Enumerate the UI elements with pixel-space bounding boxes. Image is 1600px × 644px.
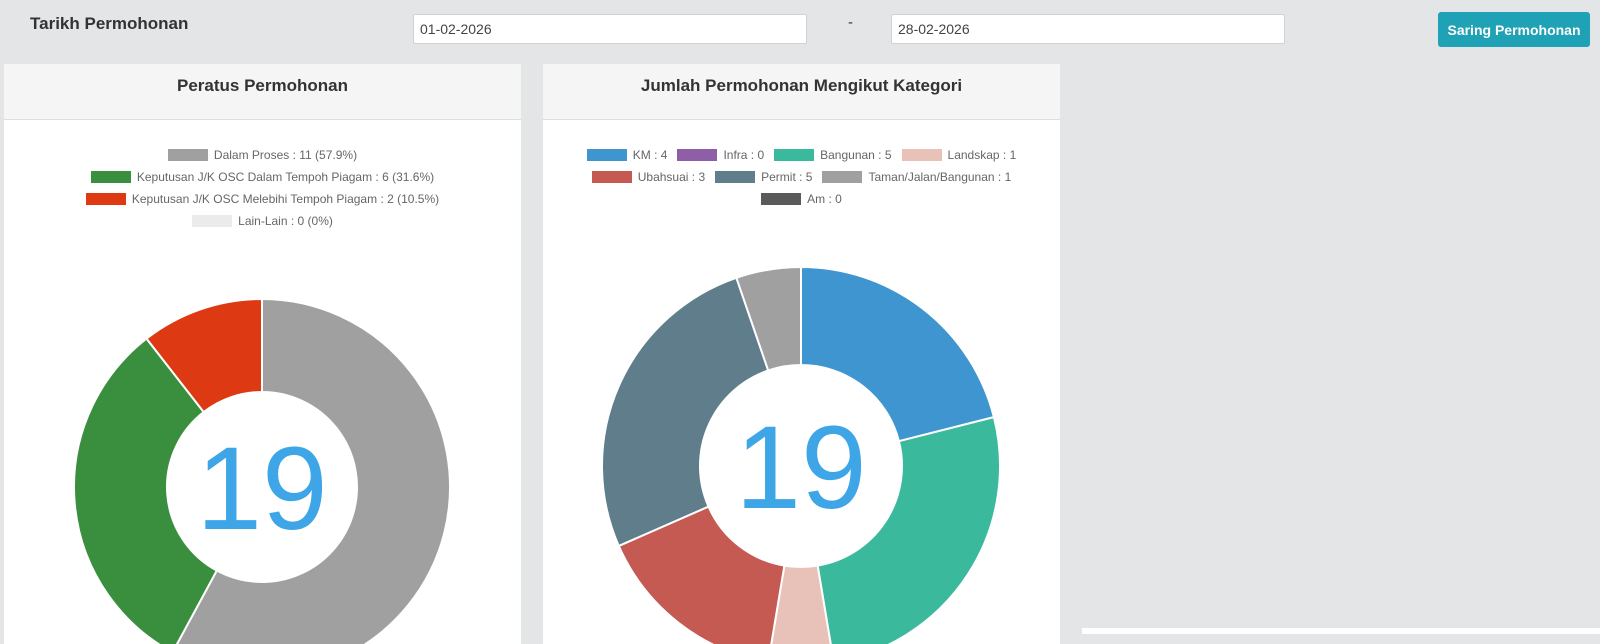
date-from-input[interactable] [413, 14, 807, 44]
legend-swatch [591, 171, 632, 183]
legend-item[interactable]: Bangunan : 5 [774, 148, 892, 162]
legend-swatch [677, 149, 718, 161]
legend-label: Permit : 5 [761, 170, 813, 184]
legend-label: Bangunan : 5 [820, 148, 892, 162]
legend-swatch [192, 215, 233, 227]
percentage-legend: Dalam Proses : 11 (57.9%) Keputusan J/K O… [4, 144, 521, 232]
donut-slice[interactable] [735, 265, 802, 372]
legend-swatch [761, 193, 802, 205]
legend-row: Ubahsuai : 3 Permit : 5 Taman/Jalan/Bangun… [543, 166, 1060, 188]
percentage-panel: Peratus Permohonan Dalam Proses : 11 (57… [4, 64, 521, 644]
legend-swatch [774, 149, 815, 161]
legend-item[interactable]: Taman/Jalan/Bangunan : 1 [822, 170, 1011, 184]
filter-applications-button[interactable]: Saring Permohonan [1438, 12, 1590, 47]
donut-center-total: 19 [196, 423, 327, 555]
legend-label: Landskap : 1 [947, 148, 1017, 162]
donut-slice[interactable] [768, 564, 834, 644]
donut-slice[interactable] [800, 265, 996, 443]
legend-row: Dalam Proses : 11 (57.9%) [4, 144, 521, 166]
legend-label: Am : 0 [807, 192, 842, 206]
legend-item[interactable]: Lain-Lain : 0 (0%) [192, 214, 333, 228]
legend-item[interactable]: Dalam Proses : 11 (57.9%) [167, 148, 358, 162]
legend-row: Am : 0 [543, 188, 1060, 210]
filter-bar: Tarikh Permohonan - Saring Permohonan [0, 0, 1600, 58]
percentage-panel-title: Peratus Permohonan [4, 64, 521, 120]
legend-row: KM : 4 Infra : 0 Bangunan : 5 Landskap : 1 [543, 144, 1060, 166]
category-panel: Jumlah Permohonan Mengikut Kategori KM :… [543, 64, 1060, 644]
legend-item[interactable]: KM : 4 [586, 148, 668, 162]
legend-item[interactable]: Permit : 5 [715, 170, 812, 184]
legend-item[interactable]: Keputusan J/K OSC Melebihi Tempoh Piagam… [85, 192, 440, 206]
legend-label: Ubahsuai : 3 [637, 170, 706, 184]
donut-slice[interactable] [617, 505, 786, 644]
legend-label: Infra : 0 [723, 148, 765, 162]
legend-row: Keputusan J/K OSC Dalam Tempoh Piagam : … [4, 166, 521, 188]
empty-panel-edge [1082, 628, 1600, 634]
category-legend: KM : 4 Infra : 0 Bangunan : 5 Landskap : 1 U… [543, 144, 1060, 210]
legend-item[interactable]: Keputusan J/K OSC Dalam Tempoh Piagam : … [90, 170, 435, 184]
legend-swatch [822, 171, 863, 183]
donut-slice[interactable] [816, 415, 1001, 644]
donut-slice[interactable] [145, 297, 263, 414]
date-separator: - [848, 14, 853, 31]
legend-item[interactable]: Infra : 0 [677, 148, 764, 162]
legend-item[interactable]: Landskap : 1 [901, 148, 1017, 162]
legend-label: Keputusan J/K OSC Dalam Tempoh Piagam : … [136, 170, 435, 184]
legend-item[interactable]: Am : 0 [761, 192, 842, 206]
category-donut-chart: 19 [601, 265, 1001, 644]
legend-swatch [715, 171, 756, 183]
legend-label: Taman/Jalan/Bangunan : 1 [868, 170, 1012, 184]
category-panel-title: Jumlah Permohonan Mengikut Kategori [543, 64, 1060, 120]
legend-row: Lain-Lain : 0 (0%) [4, 210, 521, 232]
legend-label: KM : 4 [632, 148, 668, 162]
donut-slice[interactable] [601, 276, 770, 548]
legend-swatch [85, 193, 126, 205]
legend-item[interactable]: Ubahsuai : 3 [591, 170, 706, 184]
donut-slice[interactable] [73, 337, 219, 644]
legend-label: Lain-Lain : 0 (0%) [238, 214, 333, 228]
legend-swatch [586, 149, 627, 161]
legend-swatch [167, 149, 208, 161]
date-filter-label: Tarikh Permohonan [30, 14, 189, 33]
date-to-input[interactable] [891, 14, 1285, 44]
donut-slice[interactable] [173, 297, 451, 644]
percentage-donut-chart: 19 [73, 297, 451, 644]
legend-label: Keputusan J/K OSC Melebihi Tempoh Piagam… [131, 192, 440, 206]
donut-center-total: 19 [735, 402, 866, 534]
legend-row: Keputusan J/K OSC Melebihi Tempoh Piagam… [4, 188, 521, 210]
legend-swatch [90, 171, 131, 183]
legend-swatch [901, 149, 942, 161]
legend-label: Dalam Proses : 11 (57.9%) [213, 148, 358, 162]
